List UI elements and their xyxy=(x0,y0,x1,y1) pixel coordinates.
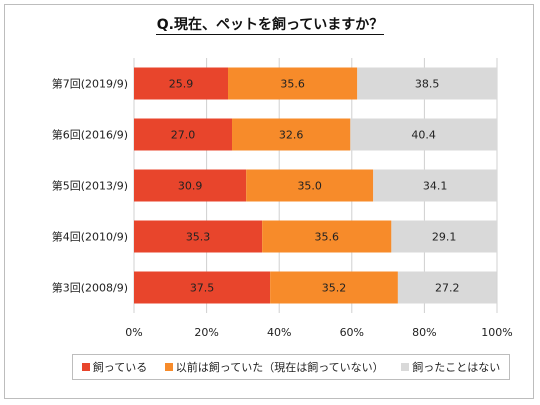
bar-segment xyxy=(134,118,233,151)
legend-item-previous: 以前は飼っていた（現在は飼っていない） xyxy=(164,359,384,375)
x-tick-label: 60% xyxy=(340,326,364,339)
data-label: 32.6 xyxy=(279,129,304,142)
bar-segment xyxy=(391,220,497,253)
category-label: 第7回(2019/9) xyxy=(52,77,128,91)
data-label: 37.5 xyxy=(190,282,215,295)
legend-swatch-current xyxy=(81,363,90,371)
data-label: 35.0 xyxy=(297,180,322,193)
x-tick-label: 40% xyxy=(267,326,291,339)
category-label: 第5回(2013/9) xyxy=(52,179,128,193)
bar-segment xyxy=(134,67,229,100)
data-label: 27.0 xyxy=(171,129,196,142)
bar-segment xyxy=(134,271,271,304)
data-label: 35.6 xyxy=(315,231,340,244)
bar-segment xyxy=(350,118,497,151)
bar-segment xyxy=(232,118,351,151)
data-label: 35.6 xyxy=(280,78,305,91)
legend-swatch-previous xyxy=(164,363,173,371)
data-label: 34.1 xyxy=(423,180,448,193)
bar-segment xyxy=(246,169,374,202)
legend-label-never: 飼ったことはない xyxy=(412,361,501,374)
x-tick-label: 100% xyxy=(481,326,512,339)
category-label: 第4回(2010/9) xyxy=(52,230,128,244)
x-tick-label: 20% xyxy=(194,326,218,339)
bar-segment xyxy=(373,169,497,202)
bar-segment xyxy=(228,67,358,100)
bar-segment xyxy=(134,220,263,253)
data-label: 35.2 xyxy=(322,282,347,295)
category-label: 第6回(2016/9) xyxy=(52,128,128,142)
x-tick-label: 0% xyxy=(125,326,142,339)
data-label: 38.5 xyxy=(415,78,440,91)
legend-label-previous: 以前は飼っていた（現在は飼っていない） xyxy=(175,361,384,374)
legend-item-current: 飼っている xyxy=(81,359,148,375)
data-label: 27.2 xyxy=(435,282,460,295)
category-label: 第3回(2008/9) xyxy=(52,281,128,295)
legend-item-never: 飼ったことはない xyxy=(401,359,500,375)
chart-title: Q.現在、ペットを飼っていますか？ xyxy=(155,17,385,35)
x-tick-label: 80% xyxy=(412,326,436,339)
legend: 飼っている 以前は飼っていた（現在は飼っていない） 飼ったことはない xyxy=(72,354,510,380)
bar-segment xyxy=(357,67,497,100)
bar-segment xyxy=(270,271,398,304)
data-label: 35.3 xyxy=(186,231,211,244)
bar-segment xyxy=(397,271,497,304)
bar-segment xyxy=(262,220,392,253)
legend-label-current: 飼っている xyxy=(92,361,148,374)
data-label: 25.9 xyxy=(169,78,194,91)
data-label: 30.9 xyxy=(178,180,203,193)
data-label: 40.4 xyxy=(411,129,436,142)
data-label: 29.1 xyxy=(432,231,457,244)
legend-swatch-never xyxy=(401,363,410,371)
bar-segment xyxy=(134,169,247,202)
